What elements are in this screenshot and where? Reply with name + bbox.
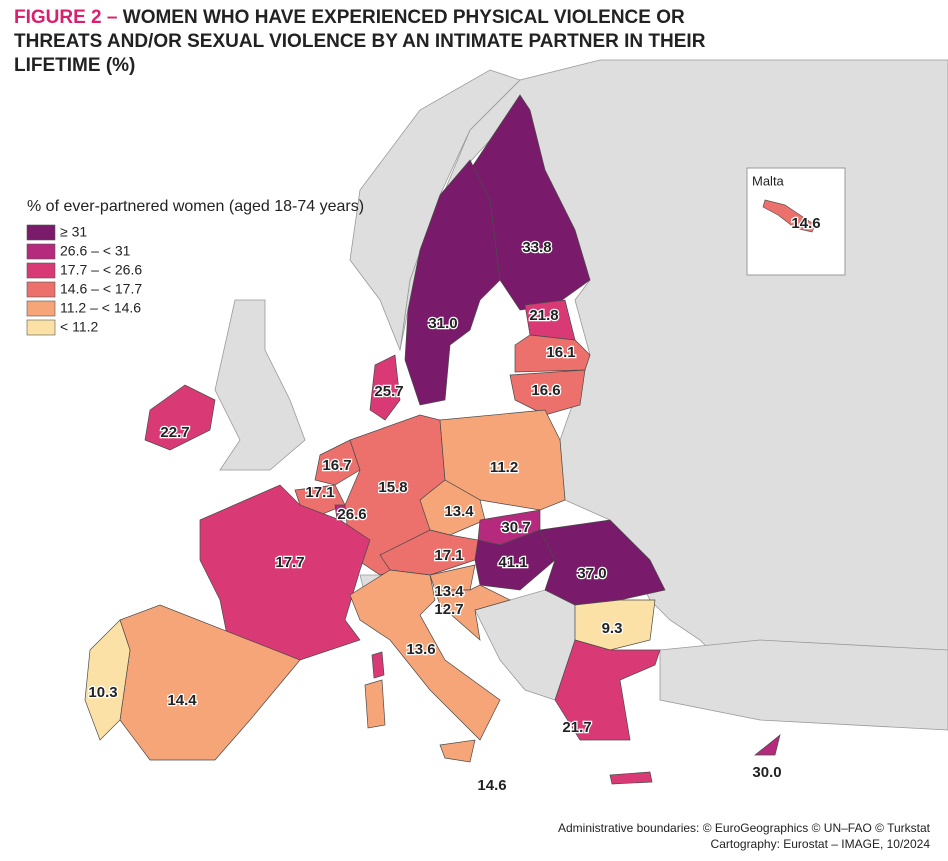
region-value: 22.7 [160, 424, 189, 441]
turkey [659, 639, 948, 731]
region [404, 159, 501, 406]
region [349, 569, 501, 763]
region-value: 17.1 [434, 547, 463, 564]
region-value: 9.3 [602, 620, 623, 637]
region [314, 439, 361, 486]
region-value: 17.1 [305, 484, 334, 501]
region-value: 13.6 [406, 641, 435, 658]
region [84, 619, 131, 741]
region-value: 17.7 [275, 554, 304, 571]
region-value: 12.7 [434, 601, 463, 618]
title-text: WOMEN WHO HAVE EXPERIENCED PHYSICAL VIOL… [14, 7, 706, 76]
inset-value: 14.6 [791, 215, 820, 232]
footer: Administrative boundaries: © EuroGeograp… [558, 820, 930, 852]
region-value: 41.1 [498, 554, 527, 571]
legend-label: 26.6 – < 31 [60, 243, 131, 259]
eu-regions: 33.831.0 21.816.116.625.722.716.717.126.6… [84, 94, 783, 795]
balkans [474, 589, 576, 701]
region [144, 384, 216, 451]
legend-label: ≥ 31 [60, 224, 87, 240]
footer-line: Administrative boundaries: © EuroGeograp… [557, 821, 930, 835]
region-value: 16.6 [531, 382, 560, 399]
region-value: 14.4 [167, 692, 197, 709]
region-value: 11.2 [490, 459, 518, 476]
legend: % of ever-partnered women (aged 18-74 ye… [26, 198, 364, 336]
title: FIGURE 2 – WOMEN WHO HAVE EXPERIENCED PH… [14, 6, 734, 78]
region-value: 21.7 [562, 719, 591, 736]
region-value: 16.7 [322, 457, 351, 474]
legend-swatch [26, 319, 56, 336]
malta-shape [762, 199, 816, 233]
region [369, 354, 401, 421]
malta-inset: Malta 14.6 [746, 167, 846, 276]
region-value: 30.0 [752, 764, 781, 781]
region-value: 16.1 [546, 344, 575, 361]
region [509, 369, 586, 416]
legend-items: ≥ 31 26.6 – < 31 17.7 – < 26.6 14.6 – < 17.… [26, 224, 142, 336]
region [554, 639, 661, 785]
legend-label: 11.2 – < 14.6 [60, 300, 141, 316]
legend-label: 17.7 – < 26.6 [60, 262, 142, 278]
region [434, 584, 511, 641]
region-value: 10.3 [88, 684, 117, 701]
legend-swatch [26, 281, 56, 298]
legend-label: < 11.2 [60, 319, 98, 335]
footer-line: Cartography: Eurostat – IMAGE, 10/2024 [710, 837, 930, 851]
region-value: 30.7 [501, 519, 530, 536]
region-value: 26.6 [337, 506, 366, 523]
inset-title: Malta [752, 173, 785, 188]
figure-number: FIGURE 2 – [14, 7, 118, 28]
region-value: 31.0 [428, 315, 457, 332]
region-value: 21.8 [529, 307, 558, 324]
region-value: 25.7 [374, 383, 403, 400]
region [754, 734, 781, 756]
legend-title: % of ever-partnered women (aged 18-74 ye… [27, 198, 364, 215]
region [199, 484, 385, 679]
region-value: 13.4 [434, 583, 464, 600]
region-value: 37.0 [577, 565, 606, 582]
legend-swatch [26, 262, 56, 279]
region-value: 14.6 [477, 777, 506, 794]
great-britain [214, 299, 306, 471]
region-value: 15.8 [378, 479, 407, 496]
legend-label: 14.6 – < 17.7 [60, 281, 142, 297]
legend-swatch [26, 300, 56, 317]
legend-swatch [26, 243, 56, 260]
legend-swatch [26, 224, 56, 241]
region-value: 13.4 [444, 503, 474, 520]
region-value: 33.8 [522, 239, 551, 256]
region [514, 334, 591, 373]
